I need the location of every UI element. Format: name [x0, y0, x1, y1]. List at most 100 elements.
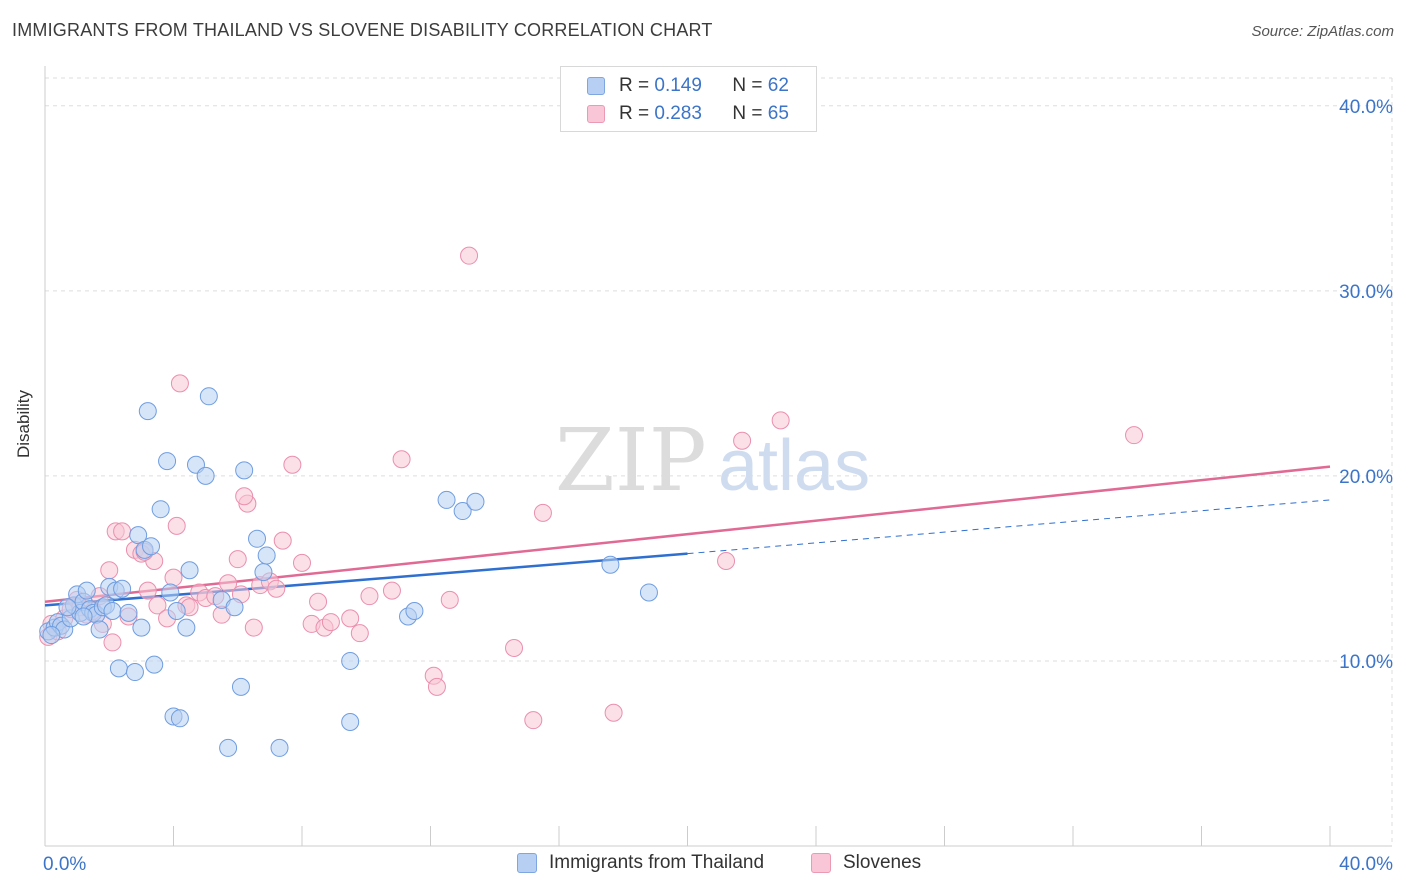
point-thailand	[142, 537, 161, 556]
point-thailand	[129, 526, 148, 545]
legend-item-thailand[interactable]: Immigrants from Thailand	[517, 852, 764, 874]
x-tick-label: 0.0%	[43, 854, 86, 875]
point-thailand	[158, 452, 177, 471]
point-thailand	[196, 466, 215, 485]
point-thailand	[405, 601, 424, 620]
point-slovenes	[350, 624, 369, 643]
point-thailand	[170, 709, 189, 728]
n-value: 65	[767, 103, 789, 124]
point-thailand	[341, 713, 360, 732]
point-thailand	[248, 529, 267, 548]
point-thailand	[231, 677, 250, 696]
point-slovenes	[138, 581, 157, 600]
point-thailand	[74, 607, 93, 626]
point-slovenes	[524, 711, 543, 730]
blue-swatch-icon	[517, 853, 537, 873]
point-slovenes	[273, 531, 292, 550]
point-slovenes	[113, 522, 132, 541]
point-thailand	[601, 555, 620, 574]
point-slovenes	[1125, 426, 1144, 445]
point-slovenes	[219, 574, 238, 593]
point-thailand	[235, 461, 254, 480]
x-tick-label: 40.0%	[1339, 854, 1393, 875]
point-slovenes	[170, 374, 189, 393]
legend-row-thailand: R = 0.149 N = 62	[587, 73, 789, 99]
y-tick-labels: 10.0% 20.0% 30.0% 40.0%	[1339, 97, 1393, 673]
point-thailand	[161, 583, 180, 602]
point-slovenes	[164, 568, 183, 587]
r-label: R =	[619, 75, 650, 96]
point-thailand	[257, 546, 276, 565]
pink-swatch-icon	[587, 105, 605, 123]
point-thailand	[113, 579, 132, 598]
x-tick-labels: 0.0% 40.0%	[43, 854, 1393, 875]
point-thailand	[145, 655, 164, 674]
point-thailand	[254, 563, 273, 582]
point-slovenes	[283, 455, 302, 474]
point-thailand	[151, 500, 170, 519]
point-thailand	[125, 663, 144, 682]
point-thailand	[180, 561, 199, 580]
point-thailand	[341, 651, 360, 670]
point-slovenes	[360, 587, 379, 606]
point-slovenes	[228, 550, 247, 569]
legend-label: Slovenes	[843, 852, 922, 873]
point-slovenes	[148, 596, 167, 615]
point-slovenes	[100, 561, 119, 580]
point-slovenes	[392, 450, 411, 469]
data-points	[39, 246, 1144, 757]
point-thailand	[58, 598, 77, 617]
point-thailand	[219, 738, 238, 757]
point-thailand	[453, 502, 472, 521]
n-label: N =	[732, 75, 763, 96]
point-slovenes	[321, 613, 340, 632]
point-slovenes	[267, 579, 286, 598]
point-thailand	[167, 601, 186, 620]
point-thailand	[466, 492, 485, 511]
point-thailand	[132, 618, 151, 637]
point-slovenes	[440, 590, 459, 609]
r-label: R =	[619, 103, 650, 124]
point-slovenes	[309, 592, 328, 611]
point-thailand	[639, 583, 658, 602]
legend-item-slovenes[interactable]: Slovenes	[811, 852, 921, 874]
point-thailand	[177, 618, 196, 637]
point-slovenes	[771, 411, 790, 430]
point-slovenes	[733, 431, 752, 450]
series-legend: Immigrants from Thailand Slovenes	[0, 852, 1406, 878]
legend-row-slovenes: R = 0.283 N = 65	[587, 101, 789, 127]
pink-swatch-icon	[811, 853, 831, 873]
n-value: 62	[767, 75, 789, 96]
point-thailand	[77, 581, 96, 600]
y-tick-label: 10.0%	[1339, 652, 1393, 673]
point-thailand	[42, 626, 61, 645]
y-tick-label: 40.0%	[1339, 97, 1393, 118]
trend-line-thailand-extension	[687, 499, 1331, 555]
watermark-zip: ZIP	[555, 411, 707, 511]
point-slovenes	[103, 633, 122, 652]
point-thailand	[270, 738, 289, 757]
y-tick-label: 30.0%	[1339, 282, 1393, 303]
point-thailand	[138, 402, 157, 421]
point-slovenes	[505, 638, 524, 657]
point-slovenes	[427, 677, 446, 696]
chart-title: IMMIGRANTS FROM THAILAND VS SLOVENE DISA…	[12, 20, 713, 40]
point-slovenes	[533, 503, 552, 522]
n-label: N =	[732, 103, 763, 124]
point-thailand	[90, 620, 109, 639]
point-slovenes	[235, 487, 254, 506]
point-slovenes	[604, 703, 623, 722]
point-slovenes	[460, 246, 479, 265]
legend-label: Immigrants from Thailand	[549, 852, 765, 873]
r-value: 0.283	[654, 103, 702, 124]
r-value: 0.149	[654, 75, 702, 96]
point-thailand	[437, 490, 456, 509]
point-slovenes	[167, 516, 186, 535]
point-thailand	[109, 659, 128, 678]
point-slovenes	[717, 552, 736, 571]
point-slovenes	[382, 581, 401, 600]
point-thailand	[119, 603, 138, 622]
point-slovenes	[244, 618, 263, 637]
point-thailand	[199, 387, 218, 406]
